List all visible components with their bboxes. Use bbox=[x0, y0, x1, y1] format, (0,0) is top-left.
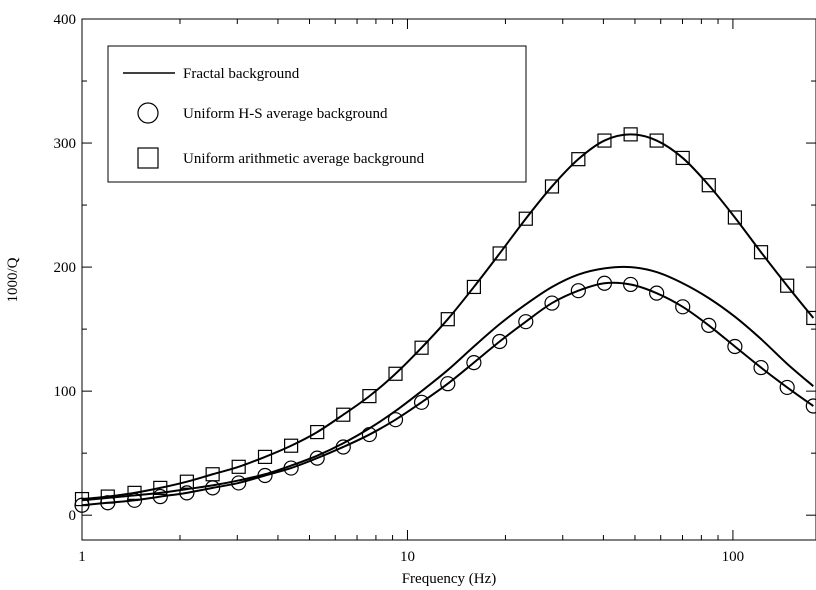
legend-label-arithmetic: Uniform arithmetic average background bbox=[183, 151, 425, 167]
data-point-circle bbox=[806, 399, 816, 413]
y-axis-label: 1000/Q bbox=[5, 257, 21, 302]
y-tick-label: 300 bbox=[54, 136, 77, 152]
legend: Fractal background Uniform H-S average b… bbox=[108, 46, 526, 182]
series-line-1 bbox=[82, 283, 813, 506]
series-layer bbox=[75, 128, 816, 512]
y-tick-label: 0 bbox=[69, 508, 77, 524]
data-point-square bbox=[807, 311, 816, 324]
x-axis-label: Frequency (Hz) bbox=[402, 571, 497, 587]
legend-label-fractal: Fractal background bbox=[183, 66, 300, 82]
y-tick-label: 200 bbox=[54, 260, 77, 276]
x-tick-label: 1 bbox=[78, 549, 86, 565]
y-tick-label: 400 bbox=[54, 12, 77, 28]
x-tick-label: 10 bbox=[400, 549, 415, 565]
series-line-2 bbox=[82, 134, 813, 499]
x-tick-label: 100 bbox=[722, 549, 745, 565]
y-tick-label: 100 bbox=[54, 384, 77, 400]
legend-label-hs: Uniform H-S average background bbox=[183, 106, 388, 122]
